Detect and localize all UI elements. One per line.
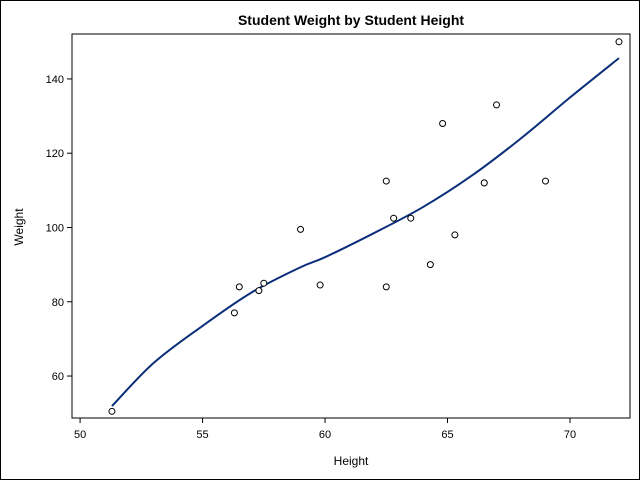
data-point (451, 231, 459, 239)
x-tick-label: 65 (441, 429, 453, 441)
data-point (255, 287, 263, 295)
data-point (316, 281, 324, 289)
chart-title: Student Weight by Student Height (238, 12, 464, 28)
data-point (297, 225, 305, 233)
data-point (407, 214, 415, 222)
data-point (439, 120, 447, 128)
y-tick-label: 100 (46, 222, 64, 234)
x-tick-label: 70 (564, 429, 576, 441)
y-tick-label: 120 (46, 148, 64, 160)
fit-curve (111, 57, 620, 407)
data-point (230, 309, 238, 317)
data-point (260, 279, 268, 287)
y-tick-label: 60 (52, 371, 64, 383)
data-point (493, 101, 501, 109)
data-point (426, 261, 434, 269)
x-tick-label: 60 (319, 429, 331, 441)
y-tick-label: 140 (46, 74, 64, 86)
data-point (615, 38, 623, 46)
x-axis-label: Height (334, 454, 369, 468)
plot-frame (71, 33, 631, 419)
data-point (382, 283, 390, 291)
x-tick-label: 50 (74, 429, 86, 441)
x-tick-label: 55 (196, 429, 208, 441)
y-axis-label: Weight (12, 208, 26, 246)
data-point (235, 283, 243, 291)
data-point (390, 214, 398, 222)
data-point (541, 177, 549, 185)
data-point (480, 179, 488, 187)
data-point (382, 177, 390, 185)
data-point (108, 407, 116, 415)
y-tick-label: 80 (52, 297, 64, 309)
